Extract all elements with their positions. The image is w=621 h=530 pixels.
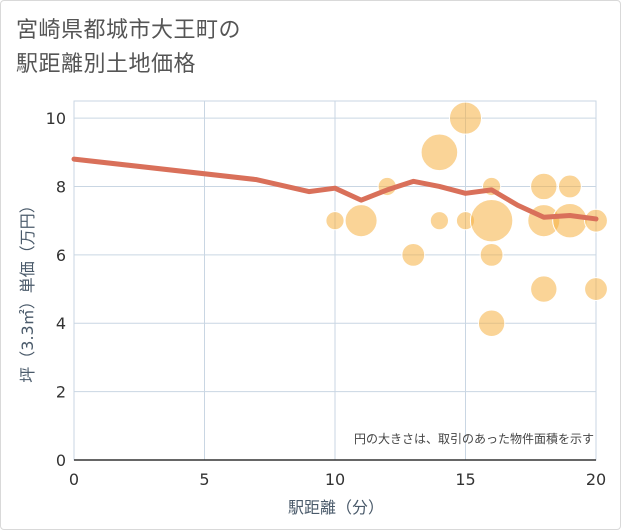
y-tick-label: 6 (56, 246, 66, 265)
bubble-point (479, 242, 504, 267)
grid (73, 100, 597, 461)
bubble-point (344, 204, 378, 238)
bubble-point (530, 275, 558, 303)
tick-labels: 0 5 10 15 20 0 2 4 6 8 10 (46, 109, 607, 489)
trend-line (71, 156, 599, 222)
x-tick-label: 0 (69, 470, 79, 489)
x-tick-label: 15 (455, 470, 475, 489)
bubble-point (325, 211, 345, 231)
y-tick-label: 4 (56, 314, 66, 333)
y-tick-label: 0 (56, 451, 66, 470)
y-tick-label: 8 (56, 177, 66, 196)
bubble-point (530, 172, 558, 201)
trend-line-layer (71, 156, 599, 222)
bubble-point (477, 309, 506, 337)
bubble-point (448, 101, 483, 135)
y-axis-label: 坪（3.3㎡）単価（万円） (18, 197, 37, 382)
title-line-2: 駅距離別土地価格 (16, 52, 197, 77)
bubble-point (469, 198, 514, 243)
y-tick-label: 10 (46, 109, 66, 128)
x-tick-label: 10 (325, 470, 345, 489)
x-tick-label: 20 (586, 470, 606, 489)
bubble-point (429, 211, 449, 231)
bubble-point (557, 174, 582, 199)
bubbles (325, 101, 608, 337)
bubble-point (420, 133, 459, 172)
title-line-1: 宮崎県都城市大王町の (16, 18, 242, 43)
bubble-point (584, 277, 608, 301)
bubble-point (552, 202, 588, 239)
x-tick-label: 5 (199, 470, 209, 489)
y-tick-label: 2 (56, 383, 66, 402)
chart-title: 宮崎県都城市大王町の 駅距離別土地価格 (16, 14, 241, 82)
bubble-point (401, 242, 426, 267)
x-axis-label: 駅距離（分） (288, 498, 384, 517)
size-annotation: 円の大きさは、取引のあった物件面積を示す (354, 431, 594, 446)
